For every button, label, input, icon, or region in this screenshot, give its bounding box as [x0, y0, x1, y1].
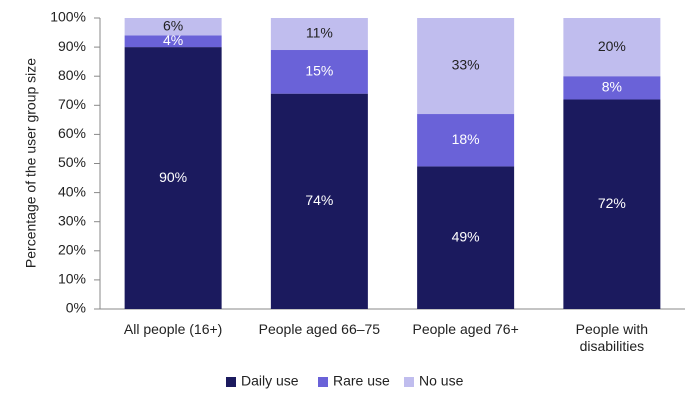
bar-segment [270, 50, 368, 94]
y-tick-label: 40% [58, 183, 86, 199]
bar-segment [417, 114, 515, 167]
legend-swatch [226, 377, 236, 387]
legend-label: Rare use [333, 373, 390, 389]
value-label: 18% [452, 131, 480, 147]
bar-segment [124, 18, 222, 36]
bar-segment [417, 18, 515, 115]
value-label: 20% [598, 38, 626, 54]
bar-segment [270, 93, 368, 309]
y-tick-label: 0% [66, 300, 86, 316]
y-tick-label: 80% [58, 67, 86, 83]
bar-segment [124, 35, 222, 48]
bar-segment [563, 99, 661, 309]
x-tick-label: People with disabilities [575, 321, 649, 354]
x-tick-label: All people (16+) [123, 321, 223, 337]
value-label: 6% [163, 17, 183, 33]
value-label: 15% [305, 63, 333, 79]
y-axis-label: Percentage of the user group size [23, 58, 39, 268]
x-tick-label: People aged 76+ [412, 321, 519, 337]
y-tick-label: 50% [58, 154, 86, 170]
bar-segment [563, 18, 661, 77]
y-tick-label: 20% [58, 242, 86, 258]
value-label: 49% [452, 228, 480, 244]
value-label: 4% [163, 32, 183, 48]
value-label: 11% [306, 25, 333, 41]
y-tick-label: 70% [58, 96, 86, 112]
value-label: 74% [305, 192, 333, 208]
value-label: 72% [598, 195, 626, 211]
value-label: 90% [159, 169, 187, 185]
y-tick-label: 100% [50, 9, 86, 25]
bar-segment [417, 166, 515, 309]
x-tick-label: People aged 66–75 [258, 321, 381, 337]
bar-segment [563, 76, 661, 100]
y-tick-label: 60% [58, 125, 86, 141]
legend-label: Daily use [241, 373, 299, 389]
legend-swatch [318, 377, 328, 387]
legend-label: No use [419, 373, 464, 389]
y-tick-label: 90% [58, 38, 86, 54]
bar-segment [124, 47, 222, 309]
value-label: 33% [452, 57, 480, 73]
legend-swatch [404, 377, 414, 387]
bar-segment [270, 18, 368, 51]
y-tick-label: 10% [58, 271, 86, 287]
value-label: 8% [602, 79, 622, 95]
y-tick-label: 30% [58, 212, 86, 228]
